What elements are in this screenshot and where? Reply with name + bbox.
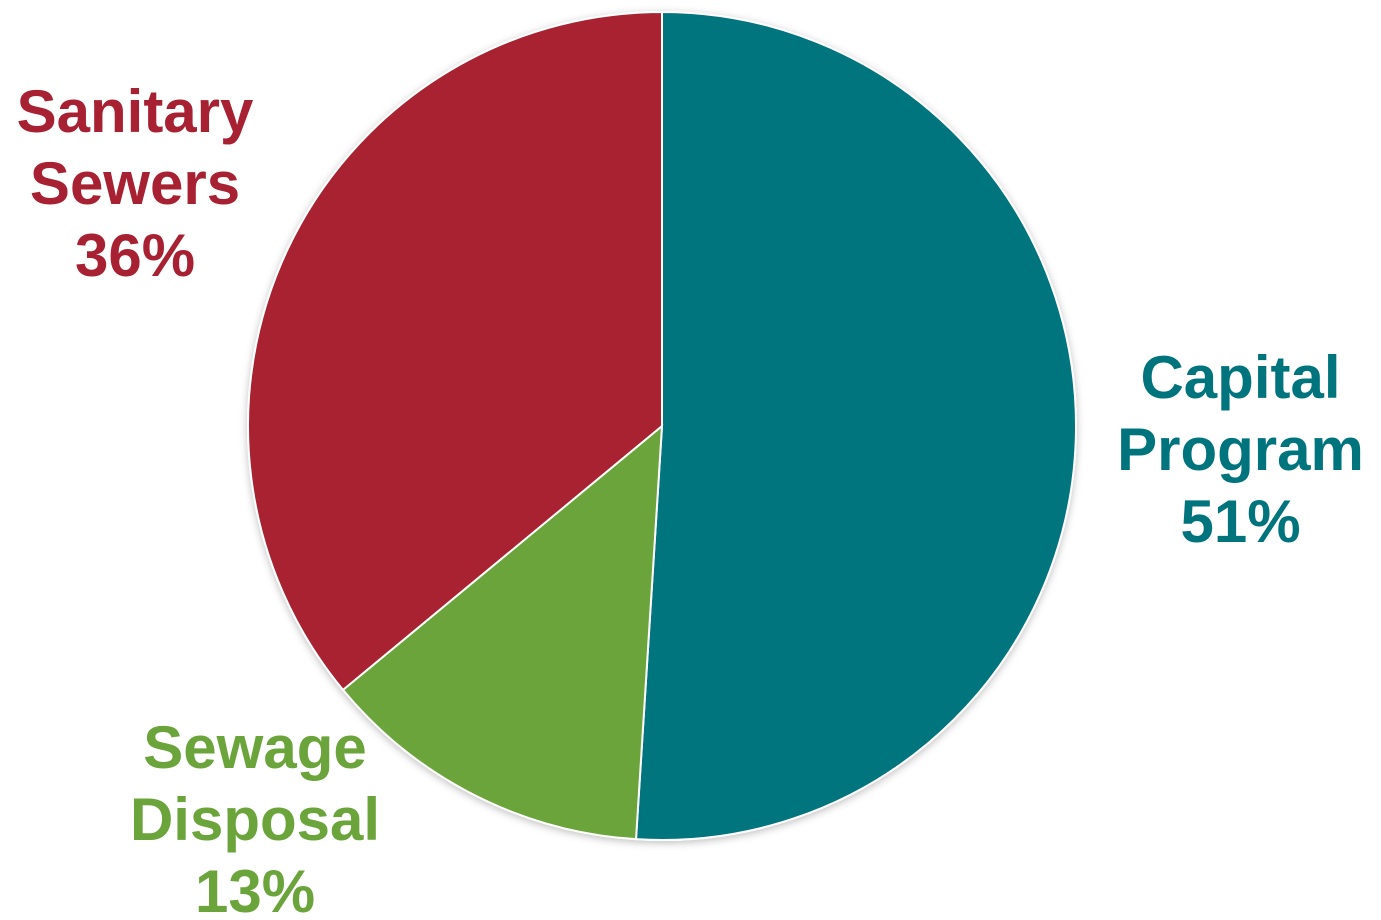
slice-label-line: Sewers bbox=[0, 148, 270, 220]
slice-label-line: Program bbox=[1100, 414, 1381, 486]
slice-label-line: Sanitary bbox=[0, 76, 270, 148]
slice-label-line: Capital bbox=[1100, 342, 1381, 414]
slice-label-capital-program: Capital Program 51% bbox=[1100, 342, 1381, 558]
slice-label-sewage-disposal: Sewage Disposal 13% bbox=[110, 712, 400, 920]
slice-percent-label: 36% bbox=[0, 220, 270, 292]
slice-percent-label: 13% bbox=[110, 856, 400, 920]
slice-label-line: Sewage bbox=[110, 712, 400, 784]
slice-capital-program bbox=[636, 12, 1076, 840]
slice-label-sanitary-sewers: Sanitary Sewers 36% bbox=[0, 76, 270, 292]
slice-label-line: Disposal bbox=[110, 784, 400, 856]
slice-percent-label: 51% bbox=[1100, 486, 1381, 558]
